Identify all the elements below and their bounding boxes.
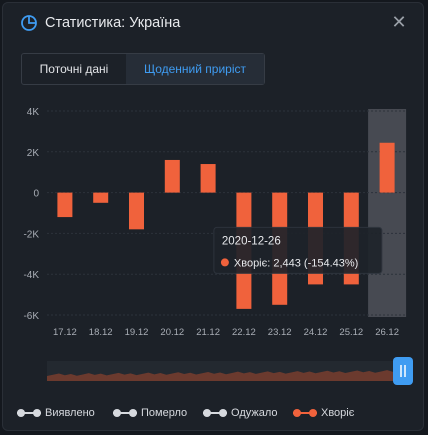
x-tick-label: 23.12	[268, 327, 292, 338]
panel-header: Статистика: Україна ✕	[3, 3, 423, 43]
y-tick-label: -6K	[23, 311, 39, 322]
highlight-column	[368, 109, 407, 317]
x-tick-label: 18.12	[89, 327, 113, 338]
legend-marker	[293, 409, 317, 417]
tooltip-date: 2020-12-26	[222, 235, 281, 247]
y-tick-label: -4K	[23, 270, 39, 281]
bar[interactable]	[379, 142, 395, 193]
legend-label: Одужало	[231, 407, 278, 419]
x-tick-label: 26.12	[375, 327, 399, 338]
tooltip-box	[213, 226, 383, 274]
legend-item-detected[interactable]: Виявлено	[17, 403, 95, 423]
range-handle[interactable]	[393, 357, 413, 385]
tooltip-series-dot	[220, 258, 229, 267]
statistics-panel: Статистика: Україна ✕ Поточні дані Щоден…	[2, 2, 424, 431]
x-tick-label: 24.12	[304, 327, 328, 338]
tab-bar: Поточні дані Щоденний приріст	[21, 53, 265, 85]
x-tick-label: 21.12	[196, 327, 220, 338]
tab-current-data[interactable]: Поточні дані	[39, 62, 109, 76]
y-tick-label: 4K	[27, 107, 40, 118]
x-tick-label: 20.12	[160, 327, 184, 338]
bar[interactable]	[93, 192, 109, 203]
panel-title: Статистика: Україна	[45, 15, 181, 31]
x-tick-label: 17.12	[53, 327, 77, 338]
tooltip-value: Хворіє: 2,443 (-154.43%)	[234, 257, 358, 269]
y-tick-label: 0	[33, 189, 39, 200]
bar[interactable]	[200, 164, 216, 193]
legend-item-recovered[interactable]: Одужало	[203, 403, 278, 423]
x-tick-label: 22.12	[232, 327, 256, 338]
chart-legend: Виявлено Померло Одужало Хворіє	[17, 403, 417, 423]
pie-chart-icon	[21, 15, 37, 31]
y-tick-label: 2K	[27, 148, 40, 159]
bar[interactable]	[164, 159, 180, 193]
legend-label: Виявлено	[45, 407, 95, 419]
y-tick-label: -2K	[23, 229, 39, 240]
x-tick-label: 25.12	[339, 327, 363, 338]
tab-daily-growth[interactable]: Щоденний приріст	[126, 54, 264, 84]
legend-item-active[interactable]: Хворіє	[293, 403, 354, 423]
x-tick-label: 19.12	[125, 327, 149, 338]
bar[interactable]	[129, 192, 144, 230]
close-icon[interactable]: ✕	[391, 12, 407, 32]
daily-growth-chart: 4K 2K 0 -2K -4K -6K 17.12 18.12 19.12 20.12 21.12 2…	[23, 107, 413, 385]
legend-marker	[17, 409, 41, 417]
bar[interactable]	[57, 192, 73, 218]
legend-label: Хворіє	[321, 407, 355, 419]
legend-label: Померло	[141, 407, 188, 419]
legend-marker	[203, 409, 227, 417]
legend-item-deaths[interactable]: Померло	[113, 403, 187, 423]
overview-area	[47, 370, 405, 381]
legend-marker	[113, 409, 137, 417]
